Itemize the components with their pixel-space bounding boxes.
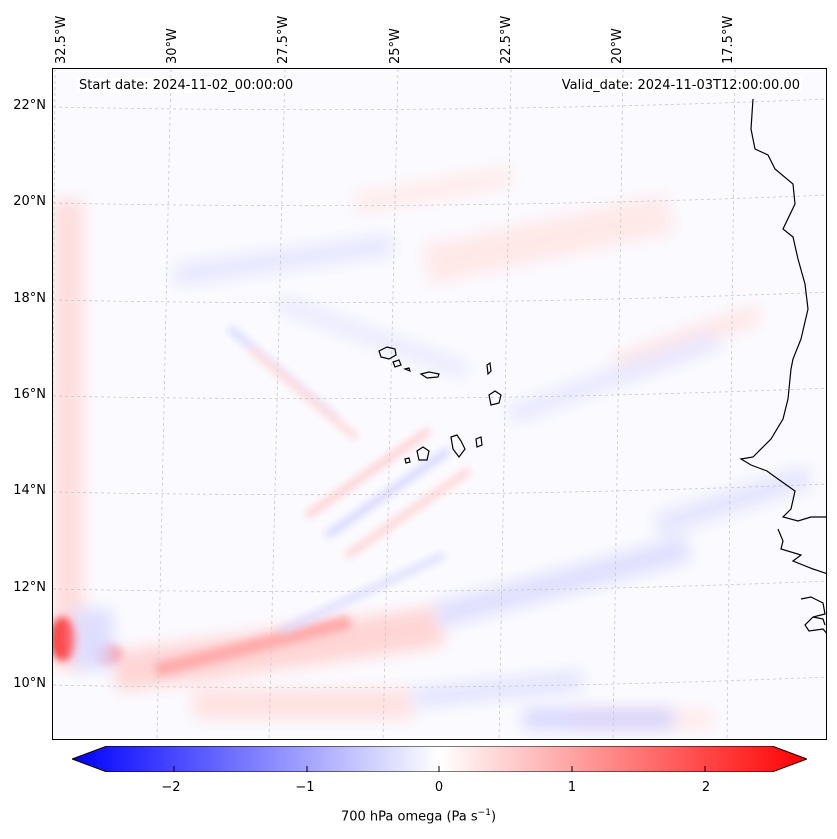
island-brava [404, 457, 411, 464]
island-sao-vicente [392, 359, 402, 368]
omega-field-map [53, 69, 826, 739]
island-santo-antao [378, 346, 397, 360]
lat-label-10n: 10°N [13, 676, 46, 691]
lat-label-20n: 20°N [13, 194, 46, 209]
island-sal [486, 361, 492, 376]
island-boa-vista [488, 390, 502, 406]
colorbar-ticks [173, 766, 706, 772]
lon-label-27-5w: 27.5°W [276, 15, 291, 64]
island-maio [475, 436, 483, 448]
lat-label-12n: 12°N [13, 580, 46, 595]
start-date-label: Start date: 2024-11-02_00:00:00 [77, 78, 296, 93]
map-panel [52, 68, 827, 740]
colorbar-tick-neg1: −1 [295, 780, 315, 795]
lat-label-16n: 16°N [13, 387, 46, 402]
gridlines [53, 69, 826, 739]
lon-label-25w: 25°W [388, 28, 403, 64]
island-santiago [450, 434, 466, 458]
colorbar-tick-neg2: −2 [161, 780, 181, 795]
lon-label-17-5w: 17.5°W [721, 15, 736, 64]
coastlines [739, 98, 826, 634]
negative-omega-patches [73, 233, 813, 729]
colorbar-tick-2: 2 [701, 780, 711, 795]
lon-label-30w: 30°W [165, 28, 180, 64]
colorbar-tick-1: 1 [567, 780, 577, 795]
colorbar-fill [72, 746, 807, 772]
lon-label-22-5w: 22.5°W [499, 15, 514, 64]
colorbar-label-prefix: 700 hPa omega (Pa s [340, 809, 478, 825]
cape-verde-islands [378, 346, 502, 464]
island-sao-nicolau [419, 371, 440, 379]
lon-label-20w: 20°W [610, 28, 625, 64]
island-fogo [416, 446, 430, 461]
valid-date-label: Valid_date: 2024-11-03T12:00:00.00 [559, 78, 802, 93]
colorbar [72, 746, 807, 772]
island-santa-luzia [403, 367, 411, 373]
colorbar-label-suffix: ) [490, 809, 497, 825]
colorbar-tick-0: 0 [434, 780, 444, 795]
lon-label-32-5w: 32.5°W [54, 15, 69, 64]
wave-streaks [226, 324, 472, 635]
colorbar-label-exponent: −1 [477, 808, 491, 818]
lat-label-18n: 18°N [13, 291, 46, 306]
african-coastline [739, 98, 826, 522]
colorbar-label: 700 hPa omega (Pa s−1) [0, 808, 837, 824]
lat-label-22n: 22°N [13, 98, 46, 113]
lat-label-14n: 14°N [13, 483, 46, 498]
